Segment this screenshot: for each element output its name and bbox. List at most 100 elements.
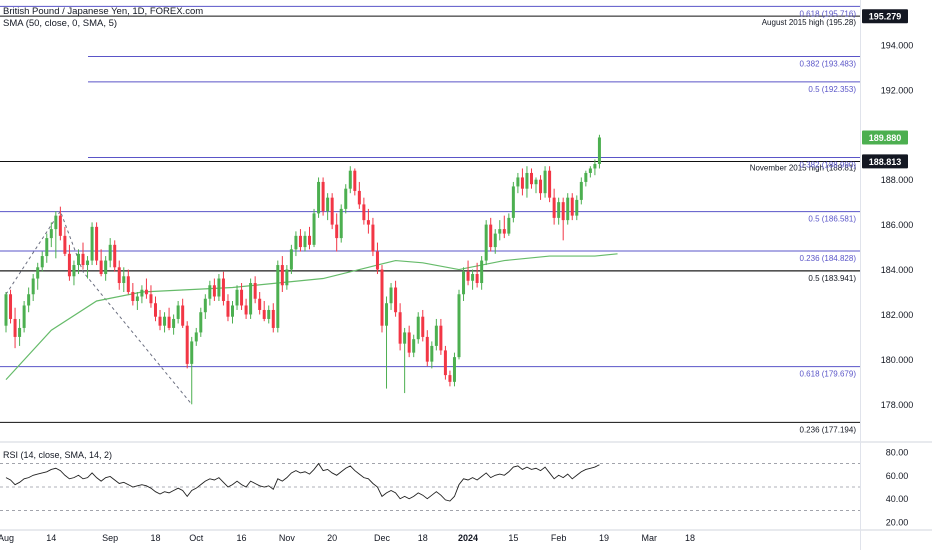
candle-body bbox=[543, 170, 547, 194]
candle-body bbox=[507, 217, 511, 234]
candle bbox=[317, 177, 321, 218]
candle-body bbox=[493, 233, 497, 248]
candle-body bbox=[403, 332, 407, 344]
candle bbox=[353, 168, 357, 196]
candle bbox=[163, 312, 167, 333]
candle-body bbox=[226, 300, 230, 317]
candle-body bbox=[552, 197, 556, 218]
candle-body bbox=[434, 325, 438, 346]
candle-body bbox=[181, 305, 185, 326]
candle-body bbox=[117, 267, 121, 284]
fib-level-label: 0.5 (192.353) bbox=[808, 85, 856, 94]
candle bbox=[4, 292, 8, 333]
candle bbox=[525, 166, 529, 198]
candle bbox=[597, 134, 601, 169]
candle bbox=[54, 211, 58, 259]
candle bbox=[253, 276, 257, 304]
candle bbox=[375, 242, 379, 275]
candle bbox=[457, 289, 461, 360]
candle bbox=[226, 294, 230, 322]
candle bbox=[593, 159, 597, 176]
candle bbox=[557, 197, 561, 225]
candle-body bbox=[570, 197, 574, 216]
x-tick-label: Nov bbox=[279, 533, 296, 543]
candle bbox=[539, 175, 543, 200]
x-tick-label: 19 bbox=[599, 533, 609, 543]
candle bbox=[561, 197, 565, 241]
candle bbox=[439, 318, 443, 355]
candle bbox=[434, 318, 438, 351]
candle bbox=[480, 256, 484, 290]
candle bbox=[194, 327, 198, 346]
candle-body bbox=[480, 260, 484, 284]
candle-body bbox=[321, 181, 325, 212]
candle bbox=[181, 298, 185, 328]
x-tick-label: Oct bbox=[189, 533, 204, 543]
candle-body bbox=[484, 224, 488, 261]
candle-body bbox=[584, 172, 588, 182]
candle-body bbox=[385, 303, 389, 326]
candle-body bbox=[81, 253, 85, 266]
candle bbox=[380, 265, 384, 333]
candle-body bbox=[285, 269, 289, 286]
candle bbox=[389, 283, 393, 310]
candle-body bbox=[231, 305, 234, 317]
candle bbox=[335, 213, 339, 252]
candle-body bbox=[13, 318, 17, 337]
candle-body bbox=[27, 294, 31, 306]
candle-body bbox=[104, 260, 108, 275]
candle bbox=[76, 249, 80, 275]
candle-body bbox=[289, 249, 293, 270]
candle-body bbox=[67, 253, 71, 277]
candle bbox=[348, 166, 352, 194]
candle-body bbox=[425, 336, 429, 362]
candle-body bbox=[217, 278, 221, 297]
candle-body bbox=[40, 256, 44, 268]
candle bbox=[249, 278, 253, 319]
candle-body bbox=[221, 278, 225, 301]
candle bbox=[289, 244, 293, 275]
x-tick-label: Aug bbox=[0, 533, 14, 543]
candle bbox=[135, 292, 139, 310]
candle-body bbox=[140, 289, 144, 297]
candle-body bbox=[271, 309, 275, 328]
candle bbox=[13, 307, 17, 349]
candle bbox=[575, 195, 579, 221]
candle-body bbox=[443, 350, 447, 376]
candle-body bbox=[548, 170, 552, 198]
candle-body bbox=[253, 283, 257, 299]
swing-dashed-line bbox=[5, 210, 193, 405]
candle bbox=[339, 204, 343, 243]
sma-50-line bbox=[5, 253, 618, 381]
candle bbox=[357, 181, 361, 209]
candle-body bbox=[471, 274, 475, 281]
candle bbox=[203, 294, 207, 319]
candle-body bbox=[240, 289, 244, 306]
candle-body bbox=[90, 226, 94, 261]
candle-body bbox=[203, 298, 207, 313]
candle-body bbox=[135, 296, 139, 301]
rsi-layer: RSI (14, close, SMA, 14, 2) 80.00 60.00 40.… bbox=[0, 447, 908, 528]
candle-body bbox=[380, 269, 384, 326]
candle bbox=[67, 244, 71, 281]
candle-body bbox=[588, 168, 592, 173]
candle bbox=[231, 300, 234, 324]
candle bbox=[579, 177, 583, 205]
candle-body bbox=[575, 199, 579, 216]
candle-body bbox=[298, 235, 302, 248]
horizontal-level-label: August 2015 high (195.28) bbox=[762, 18, 857, 27]
candle bbox=[298, 229, 302, 252]
candle-body bbox=[353, 170, 357, 191]
candle bbox=[208, 280, 212, 306]
candle bbox=[312, 208, 316, 248]
candle-body bbox=[158, 316, 162, 326]
y-tick-label: 188.000 bbox=[881, 175, 914, 185]
candle-body bbox=[86, 260, 90, 266]
candle bbox=[235, 285, 239, 310]
candle-body bbox=[190, 341, 194, 364]
candle bbox=[303, 231, 307, 252]
candle-body bbox=[375, 251, 379, 270]
x-tick-label: Sep bbox=[102, 533, 118, 543]
price-badge: 188.813 bbox=[862, 154, 908, 169]
